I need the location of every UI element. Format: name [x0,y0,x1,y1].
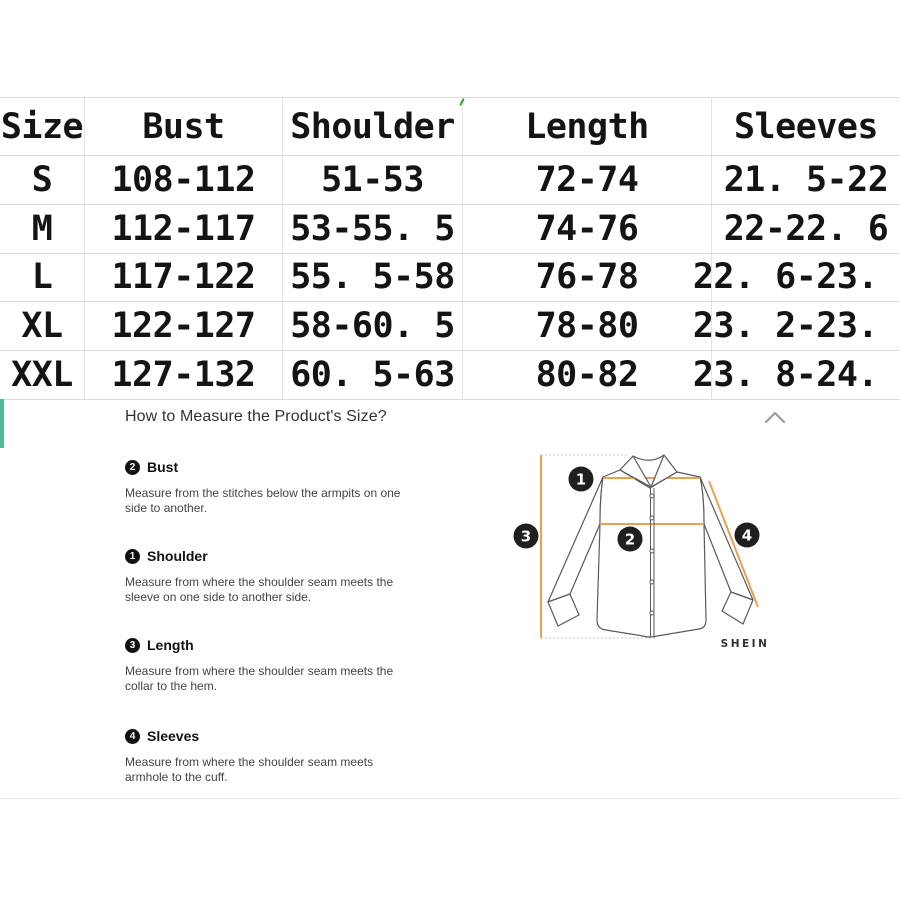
row-xl-sleeves: 23. 2-23. 8 [693,302,900,352]
row-s-size: S [0,156,85,205]
right-cuff [721,591,754,625]
bust-description: Measure from the stitches below the armp… [125,486,401,515]
size-chart-table: Size Bust Shoulder Length Sleeves S 108-… [0,97,900,400]
left-edge-accent-bar [0,399,4,448]
svg-text:4: 4 [742,527,752,545]
svg-text:2: 2 [625,531,635,549]
col-header-size: Size [0,98,85,156]
shoulder-description: Measure from where the shoulder seam mee… [125,575,394,604]
row-s-length: 72-74 [463,156,712,205]
marker-1: 1 [568,466,594,492]
length-number-badge: 3 [125,637,140,653]
left-sleeve [547,476,604,603]
marker-2: 2 [617,526,643,552]
row-xxl-sleeves: 23. 8-24. 6 [693,351,900,400]
measure-item-bust: 2 Bust Measure from the stitches below t… [125,459,430,515]
row-xxl-size: XXL [0,351,85,400]
col-header-sleeves: Sleeves [712,98,900,156]
button [649,610,655,616]
collapse-section-button[interactable] [763,409,787,425]
collar-back [632,454,665,461]
row-s-shoulder: 51-53 [283,156,463,205]
measure-item-shoulder: 1 Shoulder Measure from where the should… [125,548,430,604]
svg-text:1: 1 [576,471,586,489]
sleeve-measure-line [708,480,759,608]
button [649,548,655,554]
col-header-length: Length [463,98,712,156]
row-xxl-bust: 127-132 [85,351,283,400]
bust-number-badge: 2 [125,459,140,475]
shein-logo: SHEIN [721,638,770,650]
col-header-bust: Bust [85,98,283,156]
row-xl-bust: 122-127 [85,302,283,352]
shirt-measure-diagram: 1 2 3 4 SHEIN [513,454,770,650]
button [649,579,655,585]
length-label: Length [147,637,194,653]
row-m-size: M [0,204,85,254]
row-s-bust: 108-112 [85,156,283,205]
marker-3: 3 [513,523,539,549]
row-l-bust: 117-122 [85,253,283,303]
length-description: Measure from where the shoulder seam mee… [125,664,394,693]
row-s-sleeves: 21. 5-22 [712,156,900,205]
row-l-sleeves: 22. 6-23. 2 [693,254,900,303]
button [649,515,655,521]
sleeves-number-badge: 4 [125,728,140,744]
marker-4: 4 [734,522,760,548]
col-header-shoulder: Shoulder [283,98,463,156]
row-xxl-shoulder: 60. 5-63 [283,351,463,400]
measure-item-length: 3 Length Measure from where the shoulder… [125,637,430,693]
row-xl-length: 78-80 [463,302,712,352]
sleeves-description: Measure from where the shoulder seam mee… [125,755,374,784]
row-m-sleeves: 22-22. 6 [712,205,900,254]
row-m-bust: 112-117 [85,204,283,254]
sleeves-label: Sleeves [147,728,200,744]
collar-right [650,454,678,488]
row-l-length: 76-78 [463,253,712,303]
left-cuff [547,593,580,627]
row-xl-shoulder: 58-60. 5 [283,302,463,352]
button [649,493,655,499]
shoulder-number-badge: 1 [125,548,140,564]
row-m-length: 74-76 [463,204,712,254]
svg-text:3: 3 [521,528,531,546]
section-divider [0,798,900,799]
chevron-up-icon [765,412,785,423]
measure-item-sleeves: 4 Sleeves Measure from where the shoulde… [125,728,430,784]
bust-label: Bust [147,459,179,475]
shoulder-label: Shoulder [147,548,208,564]
row-xl-size: XL [0,302,85,352]
collar-left [619,455,652,488]
row-xxl-length: 80-82 [463,351,712,400]
row-l-shoulder: 55. 5-58 [283,253,463,303]
measure-section-title: How to Measure the Product's Size? [125,408,387,425]
row-m-shoulder: 53-55. 5 [283,204,463,254]
row-l-size: L [0,253,85,303]
